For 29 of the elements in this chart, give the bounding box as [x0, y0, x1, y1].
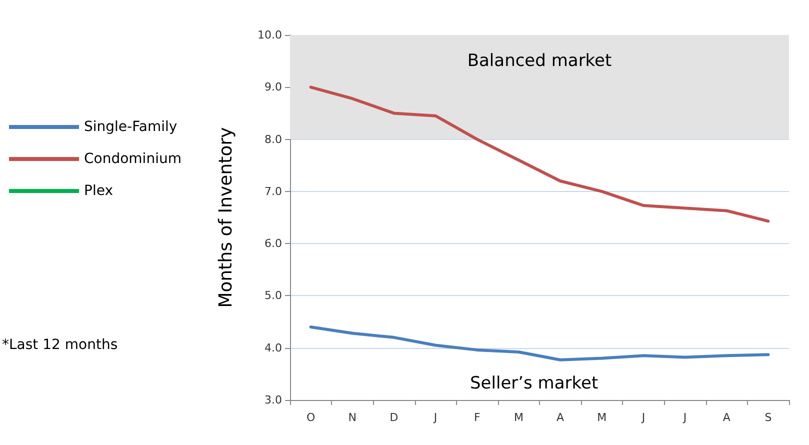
x-tick-label: N	[348, 411, 356, 424]
y-tick-label: 4.0	[264, 341, 282, 354]
y-tick-label: 5.0	[264, 289, 282, 302]
x-tick-label: M	[597, 411, 607, 424]
y-tick-label: 3.0	[264, 394, 282, 406]
x-tick-label: M	[514, 411, 524, 424]
line-series	[309, 86, 770, 223]
x-tick-label: A	[556, 411, 565, 424]
x-tick-label: A	[722, 411, 731, 424]
y-axis-title: Months of Inventory	[216, 126, 236, 308]
x-tick-label: J	[682, 411, 687, 424]
y-tick-label: 6.0	[264, 237, 282, 250]
line-series	[309, 326, 770, 362]
x-tick-label: F	[474, 411, 480, 424]
y-tick-label: 9.0	[264, 80, 282, 94]
legend-label: Plex	[84, 183, 113, 199]
annotation: Seller’s market	[470, 374, 598, 394]
y-tick-label: 10.0	[258, 28, 282, 42]
text: *Last 12 months	[2, 337, 118, 353]
y-tick-label: 7.0	[264, 184, 282, 198]
y-tick-label: 8.0	[264, 132, 282, 146]
band-label: Balanced market	[467, 51, 612, 72]
legend-label: Condominium	[84, 151, 182, 167]
x-tick-label: S	[764, 411, 772, 424]
x-tick-label: J	[640, 411, 646, 424]
legend-label: Single-Family	[84, 119, 178, 135]
x-tick-label: J	[432, 411, 438, 424]
x-tick-label: O	[306, 411, 316, 424]
x-tick-label: D	[390, 411, 398, 424]
